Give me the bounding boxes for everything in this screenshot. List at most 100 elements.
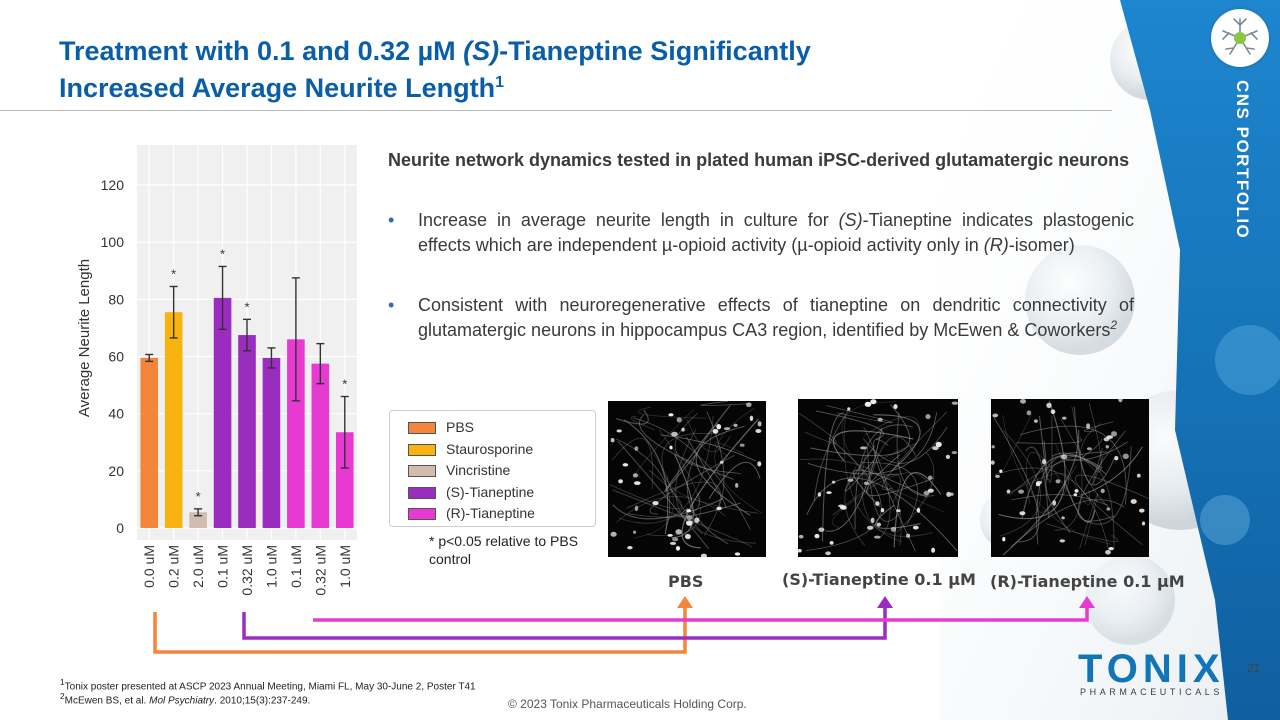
neurite-strand [810, 404, 911, 457]
image-caption-pbs: PBS [668, 572, 704, 591]
cell-body [870, 517, 875, 523]
cell-body [671, 431, 678, 437]
neurite-strand [1048, 415, 1053, 484]
cell-body [814, 533, 820, 539]
neurite-strand [866, 454, 934, 496]
cell-body [616, 429, 622, 433]
x-tick-label: 1.0 uM [263, 545, 279, 588]
neurite-strand [1000, 429, 1041, 537]
cell-body [880, 508, 885, 513]
cell-body [1046, 402, 1052, 409]
neurite-strand [863, 426, 948, 464]
significance-marker: * [196, 489, 201, 504]
neurite-strand [700, 401, 752, 407]
cell-body [1122, 453, 1129, 460]
bar [335, 432, 354, 528]
neurite-strand [674, 413, 742, 474]
neurite-strand [609, 469, 683, 510]
cell-body [622, 463, 629, 467]
cell-body [1062, 416, 1067, 420]
neurite-strand [867, 446, 901, 522]
neurite-strand [1038, 416, 1048, 481]
cell-body [669, 445, 673, 450]
cell-body [1006, 489, 1011, 494]
cell-body [1118, 399, 1123, 403]
bar [287, 339, 305, 528]
arrowhead-r-tianeptine [1079, 596, 1095, 608]
copyright: © 2023 Tonix Pharmaceuticals Holding Cor… [508, 697, 747, 711]
cell-body [634, 505, 639, 511]
micrograph-r-tianeptine [991, 399, 1149, 557]
cell-body [874, 535, 881, 539]
y-tick-label: 60 [108, 349, 124, 365]
cell-body [798, 534, 804, 539]
x-tick-label: 0.2 uM [166, 545, 182, 588]
neurite-strand [864, 416, 920, 436]
legend-label: Staurosporine [446, 441, 534, 457]
cell-body [818, 527, 825, 532]
image-caption-s-tianeptine: (S)-Tianeptine 0.1 µM [782, 570, 976, 589]
neurite-strand [825, 427, 883, 532]
cell-body [1106, 435, 1113, 439]
neurite-strand [1045, 523, 1119, 543]
neurite-strand [706, 411, 725, 506]
cell-body [870, 399, 877, 405]
cell-body [995, 474, 1000, 478]
cell-body [672, 537, 679, 542]
neurite-strand [675, 429, 757, 544]
cell-body [1130, 499, 1137, 504]
neurite-strand [807, 412, 938, 475]
neurite-strand [628, 492, 700, 518]
cell-body [1059, 539, 1066, 543]
neurite-strand [1075, 474, 1149, 545]
y-tick-label: 20 [108, 463, 124, 479]
cell-body [667, 534, 673, 537]
neurite-strand [661, 433, 722, 535]
neurite-strand [813, 410, 849, 501]
x-tick-label: 0.1 uM [215, 545, 231, 588]
neurite-strand [1016, 437, 1082, 444]
cell-body [1141, 521, 1146, 526]
cell-body [991, 445, 995, 449]
section-heading: Neurite network dynamics tested in plate… [388, 150, 1130, 170]
brand-subtitle: PHARMACEUTICALS [1080, 687, 1224, 697]
x-tick-label: 0.32 uM [312, 545, 328, 596]
bullet-item-1: • Increase in average neurite length in … [388, 208, 1148, 288]
footnote-2: 2McEwen BS, et al. Mol Psychiatry. 2010;… [60, 691, 311, 707]
neurite-strand [1081, 446, 1143, 496]
neurite-strand [1077, 430, 1126, 522]
cell-body [739, 443, 745, 447]
cell-body [864, 401, 872, 407]
neurite-strand [686, 422, 729, 545]
neurite-strand [873, 439, 916, 552]
bullet-icon: • [388, 210, 395, 230]
cell-body [755, 429, 762, 433]
connector-pbs [153, 607, 687, 654]
cell-body [694, 517, 700, 523]
y-axis-label: Average Neurite Length [76, 259, 93, 417]
neurite-strand [615, 409, 649, 425]
neurite-strand [1002, 413, 1032, 472]
cell-body [931, 547, 936, 553]
neurite-strand [618, 415, 714, 524]
cell-body [1055, 479, 1061, 484]
neurite-strand [998, 400, 1066, 519]
cell-body [923, 490, 930, 496]
cell-body [932, 446, 939, 451]
neurite-strand [806, 477, 958, 552]
cell-body [1060, 454, 1068, 460]
y-tick-label: 80 [108, 291, 124, 307]
neurite-strand [1055, 443, 1091, 505]
neurite-strand [843, 415, 903, 543]
bar [189, 512, 207, 528]
cell-body [840, 505, 847, 510]
bullet-text-1: Increase in average neurite length in cu… [418, 210, 1134, 255]
cell-body [610, 438, 615, 443]
cell-body [906, 533, 911, 538]
cell-body [1139, 508, 1145, 513]
y-tick-label: 40 [108, 406, 124, 422]
x-tick-label: 2.0 uM [190, 545, 206, 588]
y-tick-label: 0 [116, 520, 124, 536]
chart-legend: PBS Staurosporine Vincristine (S)-Tianep… [389, 410, 596, 527]
cell-body [757, 461, 762, 467]
